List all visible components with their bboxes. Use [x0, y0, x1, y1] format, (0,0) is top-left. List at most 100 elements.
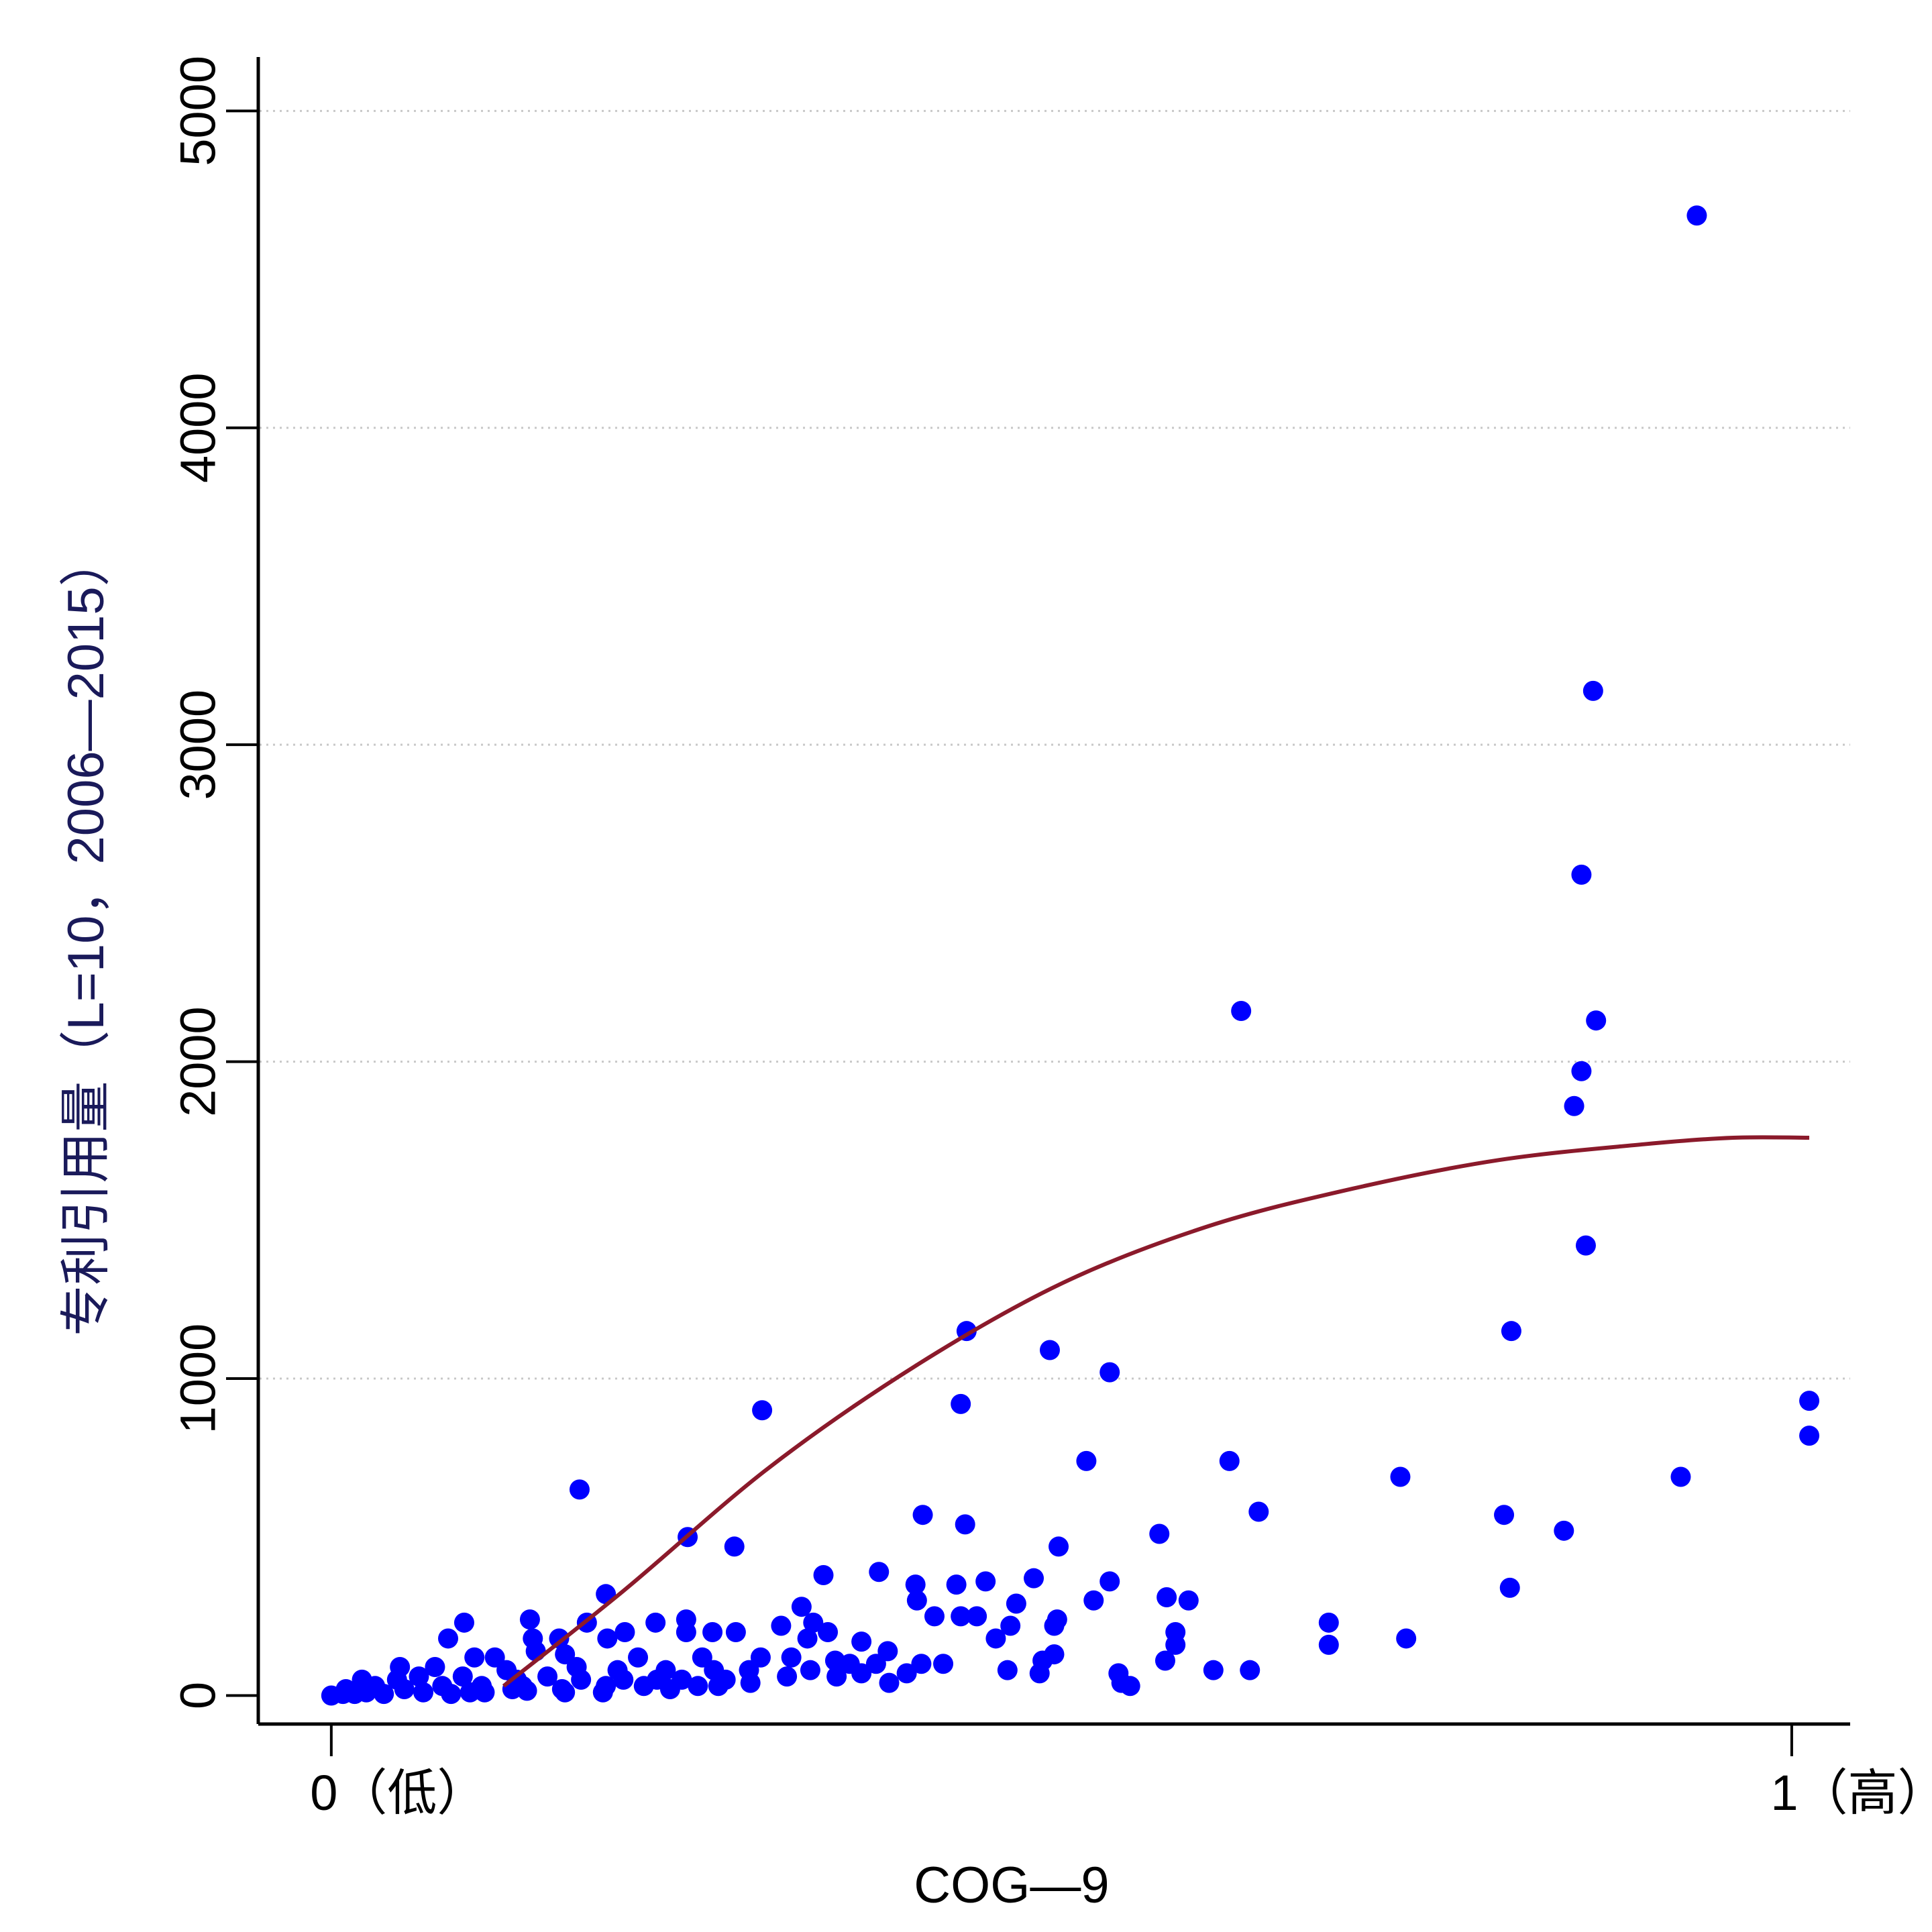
data-point	[879, 1672, 900, 1693]
data-point	[1799, 1426, 1820, 1446]
data-point	[394, 1679, 415, 1700]
data-point	[1318, 1634, 1339, 1655]
data-point	[955, 1514, 975, 1535]
data-point	[1099, 1571, 1120, 1592]
data-point	[1157, 1587, 1177, 1608]
data-point	[409, 1666, 429, 1687]
x-axis-title: COG—9	[914, 1857, 1109, 1914]
data-point	[452, 1666, 473, 1687]
data-point	[1024, 1568, 1044, 1589]
data-point	[826, 1666, 847, 1687]
data-point	[967, 1606, 987, 1627]
data-point	[1586, 1010, 1607, 1031]
data-point	[1076, 1450, 1097, 1471]
data-point	[1554, 1520, 1574, 1541]
data-point	[628, 1647, 649, 1668]
data-point	[1231, 1001, 1252, 1022]
data-point	[725, 1621, 746, 1642]
data-point	[1203, 1660, 1224, 1680]
data-point	[803, 1612, 824, 1633]
data-point	[692, 1647, 712, 1668]
data-point	[555, 1644, 576, 1665]
y-tick-label: 2000	[170, 1006, 226, 1117]
data-point	[1318, 1612, 1339, 1633]
data-point	[1006, 1593, 1026, 1614]
data-point	[933, 1654, 954, 1674]
data-point	[724, 1536, 745, 1557]
data-point	[519, 1609, 540, 1630]
ticks: 0 1000 2000 3000 4000 5000 0（低） 1（高）	[170, 56, 1932, 1821]
data-point	[946, 1574, 967, 1595]
data-point	[702, 1621, 723, 1642]
data-point	[877, 1641, 898, 1662]
x-tick-label: 0（低）	[310, 1765, 486, 1821]
data-point	[906, 1590, 927, 1611]
data-point	[374, 1684, 394, 1705]
data-point	[708, 1676, 729, 1697]
data-point	[1390, 1466, 1411, 1487]
data-point	[851, 1631, 872, 1652]
data-point	[344, 1684, 365, 1705]
data-point	[537, 1666, 558, 1687]
y-tick-label: 3000	[170, 690, 226, 800]
data-point	[1044, 1615, 1065, 1636]
data-point	[555, 1682, 576, 1703]
data-point	[517, 1680, 537, 1701]
data-point	[813, 1564, 834, 1585]
data-point	[1099, 1362, 1120, 1383]
data-point	[571, 1669, 592, 1690]
data-point	[924, 1606, 945, 1627]
data-point	[777, 1666, 798, 1687]
data-point	[1240, 1660, 1260, 1680]
x-tick-label: 1（高）	[1770, 1765, 1932, 1821]
data-point	[1575, 1235, 1596, 1256]
data-point	[797, 1628, 818, 1649]
data-point	[464, 1647, 485, 1668]
data-point	[659, 1679, 680, 1700]
data-point	[1670, 1466, 1691, 1487]
data-point	[1029, 1663, 1050, 1684]
data-point	[1178, 1590, 1199, 1611]
data-point	[865, 1654, 886, 1674]
y-tick-label: 4000	[170, 372, 226, 483]
y-axis-title: 专利引用量（L=10，2006—2015）	[58, 535, 115, 1336]
y-tick-label: 5000	[170, 56, 226, 166]
fit-line	[502, 1135, 1810, 1688]
data-point	[752, 1400, 773, 1421]
data-point	[750, 1647, 771, 1668]
data-point	[1571, 1061, 1592, 1081]
data-point	[1494, 1505, 1515, 1525]
data-point	[441, 1684, 462, 1705]
data-point	[549, 1628, 570, 1649]
data-point	[1149, 1523, 1170, 1544]
data-point	[1083, 1590, 1104, 1611]
data-point	[438, 1628, 459, 1649]
data-point	[688, 1676, 708, 1697]
data-point	[851, 1663, 872, 1684]
data-point	[484, 1647, 505, 1668]
data-point	[1499, 1577, 1520, 1598]
data-point	[613, 1669, 634, 1690]
data-point	[1564, 1095, 1585, 1116]
data-point	[781, 1647, 802, 1668]
data-point	[771, 1615, 792, 1636]
data-point	[525, 1641, 546, 1662]
data-point	[1396, 1628, 1417, 1649]
grid-lines	[260, 109, 1850, 1380]
data-point	[569, 1479, 590, 1500]
data-point	[951, 1606, 971, 1627]
data-point	[791, 1597, 812, 1617]
data-point	[592, 1682, 613, 1703]
axes	[256, 57, 1850, 1726]
data-point	[740, 1672, 761, 1693]
y-tick-label: 0	[170, 1682, 226, 1709]
data-point	[1686, 205, 1707, 226]
data-point	[1165, 1634, 1186, 1655]
data-point	[1571, 864, 1592, 885]
fit-curve	[502, 1135, 1810, 1688]
data-point	[1120, 1676, 1140, 1697]
data-point	[425, 1656, 445, 1677]
data-point	[800, 1660, 820, 1680]
data-point	[985, 1628, 1006, 1649]
